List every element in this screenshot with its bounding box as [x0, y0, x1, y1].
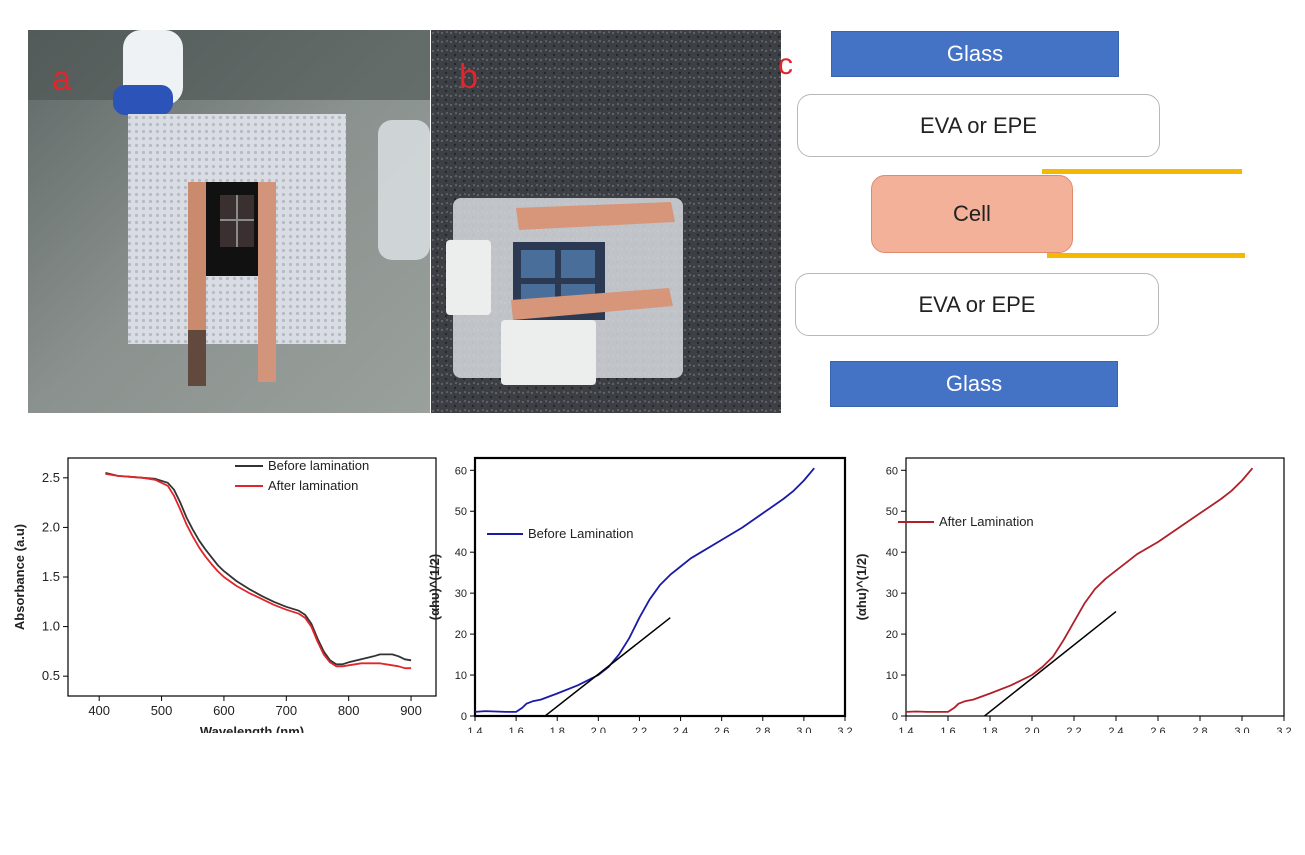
- photo-b-illustration: [431, 30, 781, 413]
- x-tick-label: 800: [338, 703, 360, 718]
- tangent-line: [983, 611, 1117, 716]
- x-tick-label: 400: [88, 703, 110, 718]
- y-tick-label: 10: [886, 670, 898, 682]
- series-line-0: [105, 472, 412, 666]
- photo-cell-on-encapsulant: a: [28, 30, 430, 413]
- y-tick-label: 0: [461, 711, 467, 723]
- x-tick-label: 2.6: [1150, 726, 1165, 733]
- absorbance-chart: 400 500 600 700 800 900 0.5 1.0 1.5 2.0 2.5 Wavelen…: [12, 457, 437, 733]
- x-tick-label: 2.0: [591, 726, 606, 733]
- y-tick-label: 50: [886, 506, 898, 518]
- plot-frame: [67, 457, 437, 697]
- y-tick-label: 60: [455, 465, 467, 477]
- photo-a-illustration: [28, 30, 430, 413]
- tauc-plot-after: 1.4 1.6 1.8 2.0 2.2 2.4 2.6 2.8 3.0 3.2 0 10 20 30 40 5…: [854, 457, 1292, 733]
- y-tick-label: 40: [455, 547, 467, 559]
- y-axis-label: Absorbance (a.u): [12, 524, 27, 630]
- legend-label: After Lamination: [939, 514, 1034, 529]
- x-tick-label: 2.8: [755, 726, 770, 733]
- y-tick-label: 0: [892, 711, 898, 723]
- y-axis-label: (αhu)^(1/2): [854, 554, 869, 621]
- x-tick-label: 2.8: [1192, 726, 1207, 733]
- x-tick-label: 1.6: [940, 726, 955, 733]
- series-line-1: [105, 473, 412, 670]
- series-line-0: [475, 467, 815, 713]
- y-tick-label: 30: [886, 588, 898, 600]
- x-tick-label: 2.4: [1108, 726, 1123, 733]
- y-tick-label: 30: [455, 588, 467, 600]
- y-tick-label: 1.0: [42, 619, 60, 634]
- x-tick-label: 900: [400, 703, 422, 718]
- top-encapsulant-layer: EVA or EPE: [797, 94, 1160, 157]
- series-line-0: [906, 467, 1254, 713]
- x-tick-label: 2.6: [714, 726, 729, 733]
- y-tick-label: 20: [455, 629, 467, 641]
- tauc-plot-before: 1.4 1.6 1.8 2.0 2.2 2.4 2.6 2.8 3.0 3.2 0 10 20 30 40 5…: [427, 456, 853, 733]
- x-tick-label: 1.8: [982, 726, 997, 733]
- x-tick-label: 3.2: [1276, 726, 1291, 733]
- x-tick-label: 600: [213, 703, 235, 718]
- x-tick-label: 2.4: [673, 726, 688, 733]
- y-axis-label: (αhυ)^(1/2): [427, 554, 442, 620]
- x-tick-label: 2.2: [632, 726, 647, 733]
- x-tick-label: 1.4: [467, 726, 482, 733]
- x-tick-label: 500: [151, 703, 173, 718]
- x-tick-label: 3.0: [796, 726, 811, 733]
- panel-label-a: a: [52, 60, 71, 98]
- solar-cell-layer: Cell: [871, 175, 1073, 253]
- plot-frame: [473, 456, 847, 718]
- top-electrode-tab: [1042, 169, 1242, 174]
- x-tick-label: 2.0: [1024, 726, 1039, 733]
- bottom-electrode-tab: [1047, 253, 1245, 258]
- legend-label: After lamination: [268, 478, 358, 493]
- legend-label: Before Lamination: [528, 526, 634, 541]
- y-tick-label: 20: [886, 629, 898, 641]
- bottom-encapsulant-layer: EVA or EPE: [795, 273, 1159, 336]
- tangent-line: [543, 617, 671, 716]
- x-tick-label: 3.2: [837, 726, 852, 733]
- top-glass-layer: Glass: [831, 31, 1119, 77]
- panel-label-b: b: [459, 58, 478, 96]
- x-tick-label: 2.2: [1066, 726, 1081, 733]
- y-tick-label: 40: [886, 547, 898, 559]
- x-tick-label: 700: [275, 703, 297, 718]
- y-tick-label: 60: [886, 465, 898, 477]
- y-tick-label: 2.5: [42, 470, 60, 485]
- x-tick-label: 1.4: [898, 726, 913, 733]
- y-tick-label: 1.5: [42, 569, 60, 584]
- x-tick-label: 1.8: [550, 726, 565, 733]
- x-axis-label: Wavelength (nm): [200, 724, 304, 733]
- panel-label-c: c: [778, 48, 793, 81]
- photo-laminated-cell: b: [431, 30, 781, 413]
- y-tick-label: 50: [455, 506, 467, 518]
- y-tick-label: 10: [455, 670, 467, 682]
- plot-frame: [905, 457, 1285, 717]
- y-tick-label: 2.0: [42, 519, 60, 534]
- bottom-glass-layer: Glass: [830, 361, 1118, 407]
- x-tick-label: 3.0: [1234, 726, 1249, 733]
- legend-label: Before lamination: [268, 458, 369, 473]
- y-tick-label: 0.5: [42, 668, 60, 683]
- x-tick-label: 1.6: [508, 726, 523, 733]
